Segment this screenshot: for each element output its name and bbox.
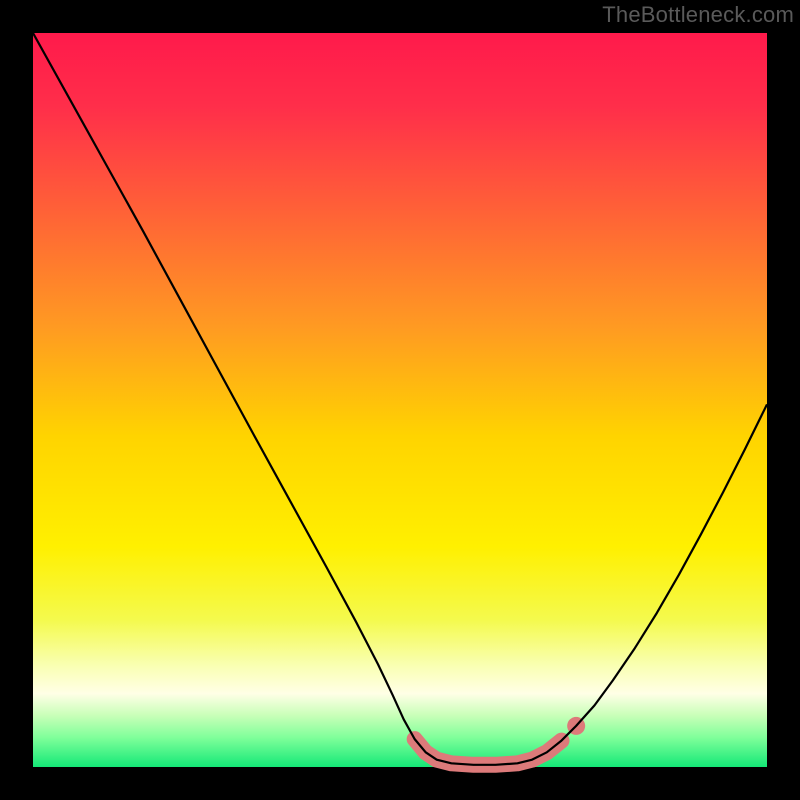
gradient-background bbox=[33, 33, 767, 767]
chart-frame: TheBottleneck.com bbox=[0, 0, 800, 800]
watermark-text: TheBottleneck.com bbox=[602, 2, 794, 28]
bottleneck-curve-chart bbox=[0, 0, 800, 800]
